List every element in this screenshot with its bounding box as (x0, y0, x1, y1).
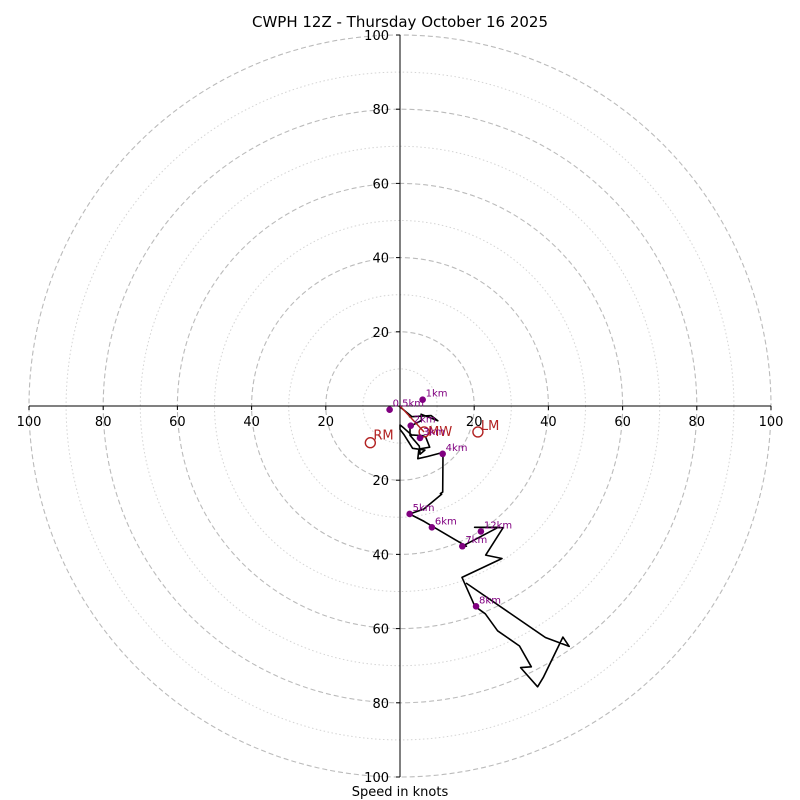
mean-wind-vector (399, 405, 425, 433)
x-tick-label: 100 (759, 415, 784, 430)
y-tick-label: 20 (372, 474, 389, 489)
height-marker-dot (477, 528, 485, 535)
height-marker-dot (386, 406, 393, 414)
x-tick-label: 60 (169, 415, 186, 430)
height-marker-label: 2km (414, 415, 436, 426)
x-tick-label: 40 (540, 415, 557, 430)
y-tick-label: 60 (372, 623, 389, 638)
wind-trace (398, 405, 571, 688)
storm-motion-label: RM (373, 429, 393, 444)
x-tick-label: 100 (17, 415, 42, 430)
height-marker-dot (459, 542, 466, 550)
x-tick-label: 60 (614, 415, 631, 430)
height-marker-dot (416, 434, 424, 442)
height-marker-dot (439, 450, 446, 458)
y-tick-label: 20 (372, 326, 389, 341)
x-tick-label: 80 (95, 415, 112, 430)
x-tick-label: 40 (243, 415, 260, 430)
height-marker-label: 0.5km (393, 399, 424, 410)
x-axis-label: Speed in knots (352, 785, 449, 800)
storm-motion-marker (418, 426, 430, 438)
chart-title: CWPH 12Z - Thursday October 16 2025 (252, 13, 548, 31)
y-tick-label: 100 (364, 29, 389, 44)
height-marker-label: 7km (465, 535, 487, 546)
storm-motions: RM LM MW (364, 405, 499, 449)
storm-motion-marker (364, 437, 377, 449)
height-marker-label: 6km (435, 516, 457, 527)
height-marker-dot (406, 510, 413, 518)
height-marker-label: 4km (446, 443, 468, 454)
y-tick-label: 40 (372, 548, 389, 563)
height-marker-label: 1km (426, 389, 448, 400)
y-tick-label: 80 (372, 697, 389, 712)
height-marker-label: 8km (479, 595, 501, 606)
storm-motion-label: MW (428, 425, 452, 440)
height-marker-dot (419, 396, 426, 403)
height-marker-label: 5km (413, 503, 435, 514)
tick-labels: 100 80 60 40 20 20 40 60 80 100 20 40 60 80 100 20 40 60 8… (17, 29, 784, 786)
y-tick-label: 40 (372, 252, 389, 267)
height-marker-dot (407, 422, 415, 429)
height-marker-dot (472, 603, 480, 610)
storm-motion-marker (472, 426, 484, 438)
height-marker-label: 3km (423, 427, 445, 438)
y-tick-label: 80 (372, 103, 389, 118)
x-tick-label: 20 (466, 415, 483, 430)
y-tick-label: 100 (364, 771, 389, 786)
height-marker-label: 12km (484, 520, 512, 531)
height-marker-dot (428, 524, 436, 531)
x-tick-label: 80 (689, 415, 706, 430)
storm-motion-label: LM (481, 419, 499, 434)
y-tick-label: 60 (372, 177, 389, 192)
hodograph-trace (398, 405, 571, 688)
x-tick-label: 20 (318, 415, 335, 430)
